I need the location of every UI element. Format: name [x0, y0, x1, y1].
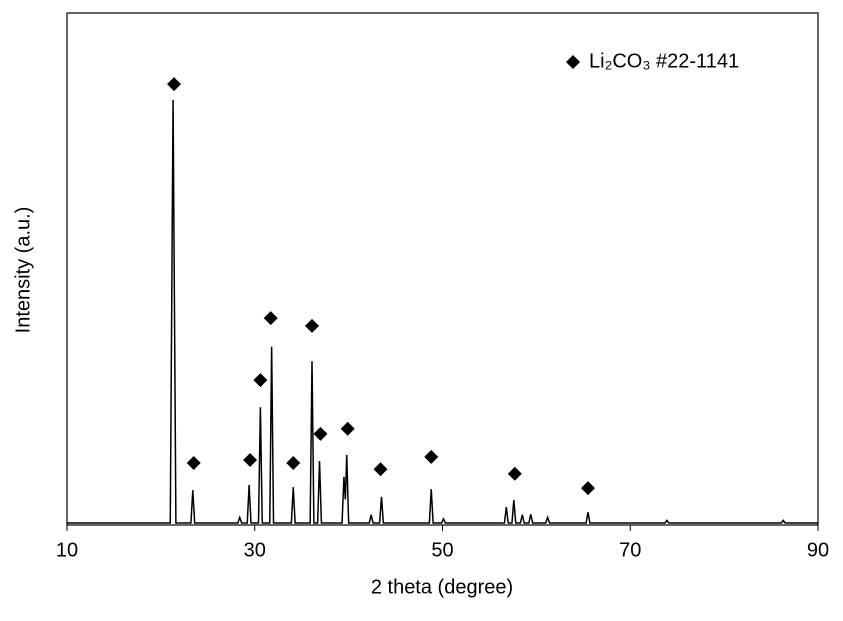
peak-marker — [313, 426, 328, 441]
y-axis-label: Intensity (a.u.) — [12, 207, 34, 334]
x-tick-label: 50 — [431, 539, 453, 561]
x-tick-label: 30 — [244, 539, 266, 561]
peak-marker — [305, 318, 320, 333]
legend-symbol — [566, 55, 580, 69]
peak-marker — [186, 456, 201, 471]
peak-marker — [340, 421, 355, 436]
peak-marker — [373, 462, 388, 477]
x-tick-label: 90 — [807, 539, 829, 561]
peak-marker — [253, 373, 268, 388]
x-axis-label: 2 theta (degree) — [371, 576, 513, 598]
peak-marker — [424, 449, 439, 464]
pattern-line — [67, 100, 818, 524]
legend-label: Li₂CO₃ #22-1141 — [589, 50, 739, 72]
peak-marker — [243, 452, 258, 467]
peak-marker — [286, 456, 301, 471]
peak-marker — [167, 77, 182, 92]
peak-marker — [263, 311, 278, 326]
x-tick-label: 10 — [56, 539, 78, 561]
peak-marker — [507, 466, 522, 481]
peak-marker — [581, 481, 596, 496]
x-tick-label: 70 — [619, 539, 641, 561]
plot-frame — [66, 12, 819, 526]
